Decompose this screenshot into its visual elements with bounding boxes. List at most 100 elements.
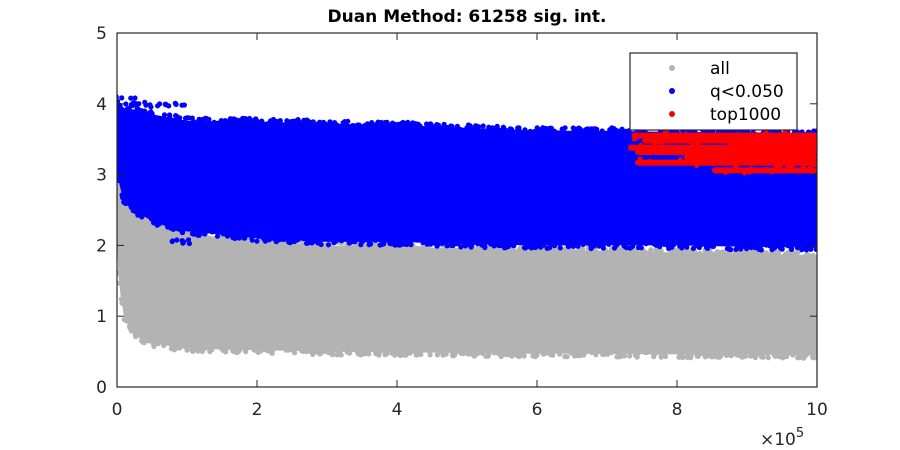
data-point [575,243,581,249]
data-point [713,151,719,157]
data-point [787,138,793,144]
data-point [574,249,580,255]
data-point [524,348,531,354]
data-point [759,136,765,143]
data-point [547,125,553,131]
data-point [185,237,192,243]
data-point [784,352,790,358]
data-point [232,235,238,241]
data-point [179,229,185,235]
data-point [551,129,558,135]
data-point [218,118,224,124]
data-point [256,120,262,126]
data-point [747,253,753,259]
data-point [198,227,204,233]
data-point [124,318,130,324]
data-point [764,166,770,173]
data-point [473,123,479,129]
data-point [658,354,664,360]
data-point [760,253,766,259]
data-point [612,348,619,355]
data-point [334,122,340,128]
data-point [130,207,136,214]
data-point [527,241,533,247]
data-point [616,128,622,134]
data-point [557,351,563,357]
data-point [157,220,163,226]
data-point [356,246,362,252]
data-point [117,94,119,100]
data-point [813,246,817,252]
data-point [588,242,595,248]
data-point [302,235,308,242]
data-point [265,121,271,127]
data-point [179,102,185,108]
y-tick-label: 4 [96,95,107,115]
data-point [614,242,620,248]
legend-label: top1000 [710,105,781,125]
data-point [740,152,746,158]
data-point [700,252,706,258]
data-point [426,237,432,243]
data-point [803,141,809,147]
y-tick-label: 3 [96,166,107,186]
data-point [543,126,549,132]
data-point [548,234,555,240]
data-point [518,237,524,243]
data-point [266,237,272,243]
data-point [795,355,801,361]
data-point [583,349,589,355]
data-point [622,353,628,359]
data-point [647,158,653,164]
data-point [350,123,356,129]
data-point [666,245,672,251]
data-point [643,132,649,138]
data-point [472,239,479,245]
data-point [726,153,732,159]
data-point [740,157,747,163]
data-point [221,229,227,235]
data-point [117,177,121,184]
data-point [365,238,372,244]
data-point [677,157,684,163]
data-point [310,351,316,357]
data-point [137,211,143,218]
data-point [573,127,579,133]
data-point [462,243,468,249]
data-point [741,138,747,144]
data-point [627,353,633,359]
data-point [342,230,348,236]
data-point [736,348,742,355]
data-point [304,240,310,246]
data-point [211,119,217,125]
data-point [690,141,696,147]
data-point [709,243,715,249]
data-point [520,351,526,357]
data-point [512,235,518,241]
data-point [263,230,269,236]
data-point [225,344,231,351]
data-point [787,349,793,355]
data-point [763,130,769,136]
data-point [540,349,547,355]
data-point [260,346,266,352]
data-point [791,250,798,256]
data-point [132,100,138,106]
data-point [189,120,195,126]
data-point [408,238,414,244]
x-tick-label: 2 [252,400,263,420]
data-point [410,122,416,128]
data-point [695,353,701,359]
data-point [458,350,464,356]
data-point [806,252,812,258]
data-point [662,129,668,136]
data-point [657,350,664,356]
data-point [435,122,442,128]
data-point [118,105,124,111]
data-point [338,123,344,129]
data-point [809,354,816,360]
data-point [126,323,133,329]
legend: all q<0.050 top1000 [629,52,798,131]
data-point [209,229,215,235]
data-point [291,122,297,129]
